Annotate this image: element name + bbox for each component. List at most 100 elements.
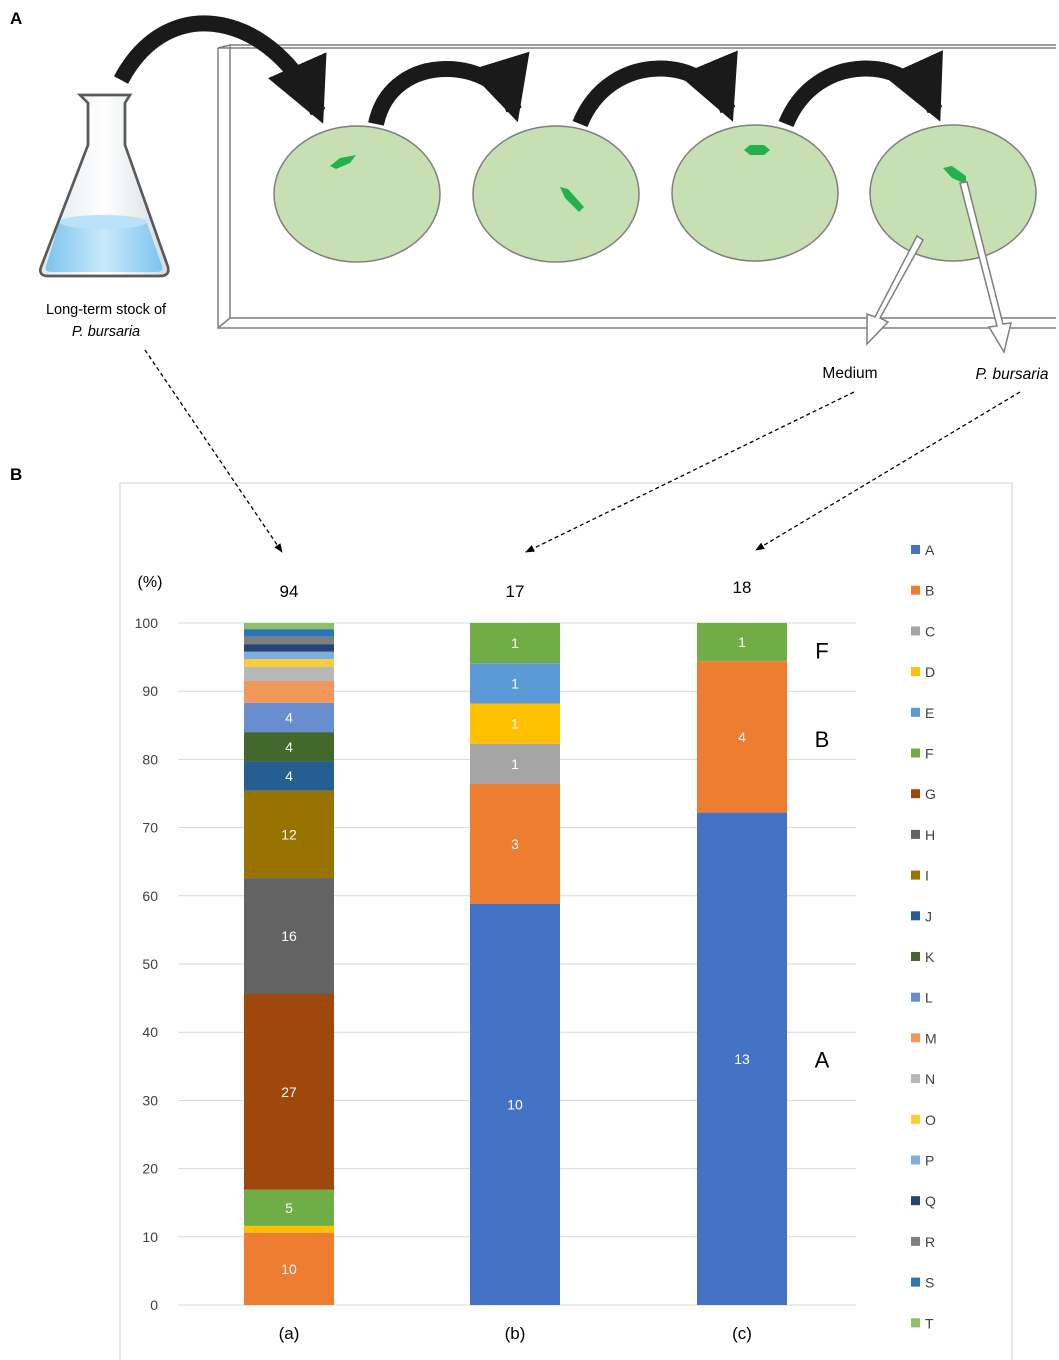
paramecium-cell-4 bbox=[943, 166, 966, 184]
bar-segment-G bbox=[244, 994, 334, 1190]
legend-label-T: T bbox=[925, 1315, 934, 1331]
bar-segment-S bbox=[244, 629, 334, 637]
legend-label-I: I bbox=[925, 868, 929, 884]
bar-segment-label: 1 bbox=[511, 756, 519, 772]
group-annotation-B: B bbox=[815, 727, 830, 752]
bar-segment-H bbox=[244, 878, 334, 995]
bar-segment-label: 27 bbox=[281, 1084, 297, 1100]
legend-swatch-M bbox=[911, 1033, 920, 1043]
panel-b-label: B bbox=[10, 465, 22, 484]
legend-label-A: A bbox=[925, 542, 935, 558]
x-tick-label: (c) bbox=[732, 1324, 752, 1343]
bar-segment-D bbox=[470, 703, 560, 744]
bar-segment-label: 10 bbox=[281, 1261, 297, 1277]
bar-segment-P bbox=[244, 651, 334, 660]
legend-swatch-I bbox=[911, 870, 920, 880]
petri-dishes bbox=[273, 124, 1037, 263]
transfer-arrow-2 bbox=[368, 51, 530, 127]
petri-dish-3 bbox=[671, 124, 839, 262]
bar-segment-N bbox=[244, 666, 334, 681]
petri-dish-2 bbox=[472, 125, 640, 263]
y-tick-label: 60 bbox=[142, 888, 158, 904]
legend-swatch-S bbox=[911, 1277, 920, 1287]
flask-caption-line2: P. bursaria bbox=[72, 324, 140, 340]
legend-swatch-B bbox=[911, 585, 920, 595]
bar-total-label: 94 bbox=[280, 582, 299, 601]
legend-swatch-C bbox=[911, 626, 920, 636]
legend-label-B: B bbox=[925, 583, 934, 599]
legend-label-L: L bbox=[925, 990, 933, 1006]
petri-dish-1 bbox=[273, 125, 441, 263]
bar-segment-label: 4 bbox=[738, 729, 746, 745]
legend-label-P: P bbox=[925, 1153, 934, 1169]
flask-icon bbox=[39, 93, 170, 278]
bar-segment-K bbox=[244, 732, 334, 762]
bar-segment-A bbox=[470, 903, 560, 1305]
legend-swatch-E bbox=[911, 707, 920, 717]
culture-tray bbox=[217, 44, 1056, 329]
legend-label-Q: Q bbox=[925, 1193, 936, 1209]
y-tick-label: 0 bbox=[150, 1297, 158, 1313]
legend-label-M: M bbox=[925, 1030, 937, 1046]
legend-swatch-G bbox=[911, 789, 920, 799]
bar-segment-label: 4 bbox=[285, 709, 293, 725]
legend-swatch-N bbox=[911, 1074, 920, 1084]
legend-label-K: K bbox=[925, 949, 935, 965]
y-tick-label: 80 bbox=[142, 751, 158, 767]
bar-totals: 94 17 18 bbox=[280, 578, 752, 601]
bar-segment-F bbox=[697, 623, 787, 662]
legend-label-E: E bbox=[925, 705, 934, 721]
bar-segment-label: 1 bbox=[738, 634, 746, 650]
connector-arrow-b bbox=[525, 391, 855, 553]
bar-segment-label: 10 bbox=[507, 1096, 523, 1112]
bar-segment-C bbox=[470, 743, 560, 784]
legend-swatch-L bbox=[911, 992, 920, 1002]
legend-swatch-Q bbox=[911, 1196, 920, 1206]
group-annotation-F: F bbox=[815, 638, 828, 663]
legend-swatch-F bbox=[911, 748, 920, 758]
bar-segment-label: 1 bbox=[511, 716, 519, 732]
bar-segment-label: 5 bbox=[285, 1200, 293, 1216]
bar-segment-label: 16 bbox=[281, 928, 297, 944]
flask-caption-line1: Long-term stock of bbox=[46, 302, 167, 318]
legend-label-C: C bbox=[925, 623, 935, 639]
group-annotation-A: A bbox=[815, 1047, 830, 1072]
y-tick-label: 30 bbox=[142, 1092, 158, 1108]
legend: A B C D E F G H I J K L M N O P Q R S T bbox=[911, 542, 937, 1331]
y-tick-label: 10 bbox=[142, 1229, 158, 1245]
legend-label-F: F bbox=[925, 746, 934, 762]
y-tick-label: 20 bbox=[142, 1161, 158, 1177]
bar-segment-L bbox=[244, 702, 334, 733]
bar-segment-E bbox=[470, 663, 560, 704]
y-tick-label: 90 bbox=[142, 683, 158, 699]
bar-segment-M bbox=[244, 680, 334, 703]
bar-segment-label: 12 bbox=[281, 826, 297, 842]
legend-label-N: N bbox=[925, 1071, 935, 1087]
legend-label-O: O bbox=[925, 1112, 936, 1128]
connector-arrow-a bbox=[144, 349, 283, 553]
bar-segment-F bbox=[244, 1189, 334, 1226]
bar-segment-A bbox=[697, 812, 787, 1305]
bar-segment-label: 1 bbox=[511, 635, 519, 651]
legend-swatch-T bbox=[911, 1318, 920, 1328]
annotations: F B A bbox=[815, 638, 830, 1072]
bar-segment-F bbox=[470, 623, 560, 664]
bar-segment-Q bbox=[244, 644, 334, 652]
medium-pointer-arrow bbox=[866, 234, 924, 346]
transfer-arrow-3 bbox=[572, 50, 738, 128]
bar-segment-O bbox=[244, 659, 334, 667]
x-tick-label: (b) bbox=[505, 1324, 526, 1343]
bar-segment-R bbox=[244, 636, 334, 645]
paramecium-cell-3 bbox=[744, 145, 770, 155]
y-tick-label: 50 bbox=[142, 956, 158, 972]
paramecium-cell-2 bbox=[560, 187, 584, 212]
transfer-arrows bbox=[113, 15, 943, 128]
legend-label-G: G bbox=[925, 786, 936, 802]
legend-label-H: H bbox=[925, 827, 935, 843]
sample-pointer-arrows bbox=[866, 181, 1012, 354]
bar-segment-label: 4 bbox=[285, 768, 293, 784]
transfer-arrow-4 bbox=[778, 50, 943, 128]
legend-swatch-K bbox=[911, 952, 920, 961]
medium-label: Medium bbox=[822, 365, 877, 382]
legend-swatch-H bbox=[911, 829, 920, 839]
